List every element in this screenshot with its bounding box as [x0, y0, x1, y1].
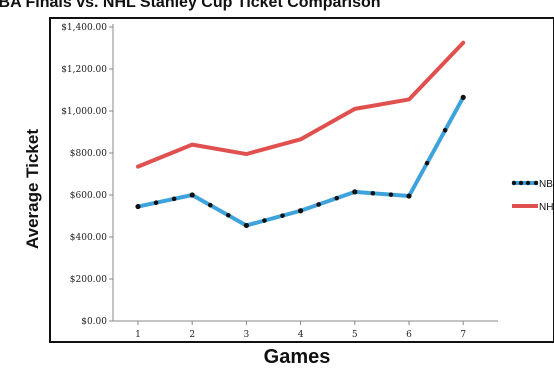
series-dot-nba	[280, 213, 285, 218]
series-dot-nba	[171, 196, 177, 202]
y-tick-label: $600.00	[70, 191, 107, 201]
legend: NBA NHL	[511, 179, 554, 213]
data-point-nba	[352, 189, 358, 195]
y-tick-label: $1,200.00	[61, 65, 107, 75]
data-point-nba	[135, 203, 141, 210]
y-tick-label: $200.00	[70, 275, 107, 285]
x-tick-label: 1	[135, 330, 141, 340]
series-layer	[135, 40, 466, 229]
x-tick-label: 3	[244, 330, 250, 340]
x-tick-label: 6	[406, 330, 412, 340]
chart-title: NBA Finals vs. NHL Stanley Cup Ticket Co…	[0, 0, 381, 11]
legend-marker	[533, 180, 539, 186]
x-tick-label: 5	[352, 330, 358, 340]
legend-marker	[511, 180, 517, 186]
series-line-nhl	[136, 40, 466, 169]
series-dot-nba	[153, 200, 159, 205]
series-nhl	[136, 40, 466, 169]
legend-marker	[518, 180, 524, 186]
x-axis-label: Games	[263, 346, 331, 368]
data-point-nba	[460, 94, 466, 100]
legend-label-nba: NBA	[539, 179, 554, 190]
y-tick-label: $1,000.00	[61, 107, 107, 117]
x-tick-label: 2	[189, 330, 195, 340]
legend-label-nhl: NHL	[539, 202, 554, 213]
series-nba	[135, 94, 466, 229]
series-dot-nba	[424, 160, 430, 166]
data-point-nba	[189, 192, 195, 198]
axes: $0.00 $200.00 $400.00 $600.00 $800.00 $1,000.…	[61, 23, 498, 340]
x-tick-label: 4	[298, 330, 304, 340]
y-tick-label: $400.00	[70, 233, 107, 243]
series-dot-nba	[226, 213, 231, 218]
plot-frame	[49, 17, 554, 343]
series-dot-nba	[388, 192, 394, 197]
series-dot-nba	[262, 218, 267, 223]
y-axis-label: Average Ticket	[23, 128, 42, 250]
series-line-nba	[136, 95, 466, 228]
legend-marker	[525, 180, 531, 186]
x-tick-label: 7	[460, 330, 466, 340]
y-tick-label: $800.00	[70, 149, 107, 159]
series-dot-nba	[442, 127, 448, 133]
series-dot-nba	[207, 202, 213, 208]
y-tick-label: $1,400.00	[61, 23, 107, 33]
series-dot-nba	[370, 190, 376, 196]
series-dot-nba	[334, 195, 340, 201]
data-point-nba	[298, 208, 304, 214]
y-tick-label: $0.00	[81, 317, 107, 327]
series-dot-nba	[316, 202, 321, 207]
data-point-nba	[406, 193, 412, 199]
data-point-nba	[243, 222, 249, 229]
